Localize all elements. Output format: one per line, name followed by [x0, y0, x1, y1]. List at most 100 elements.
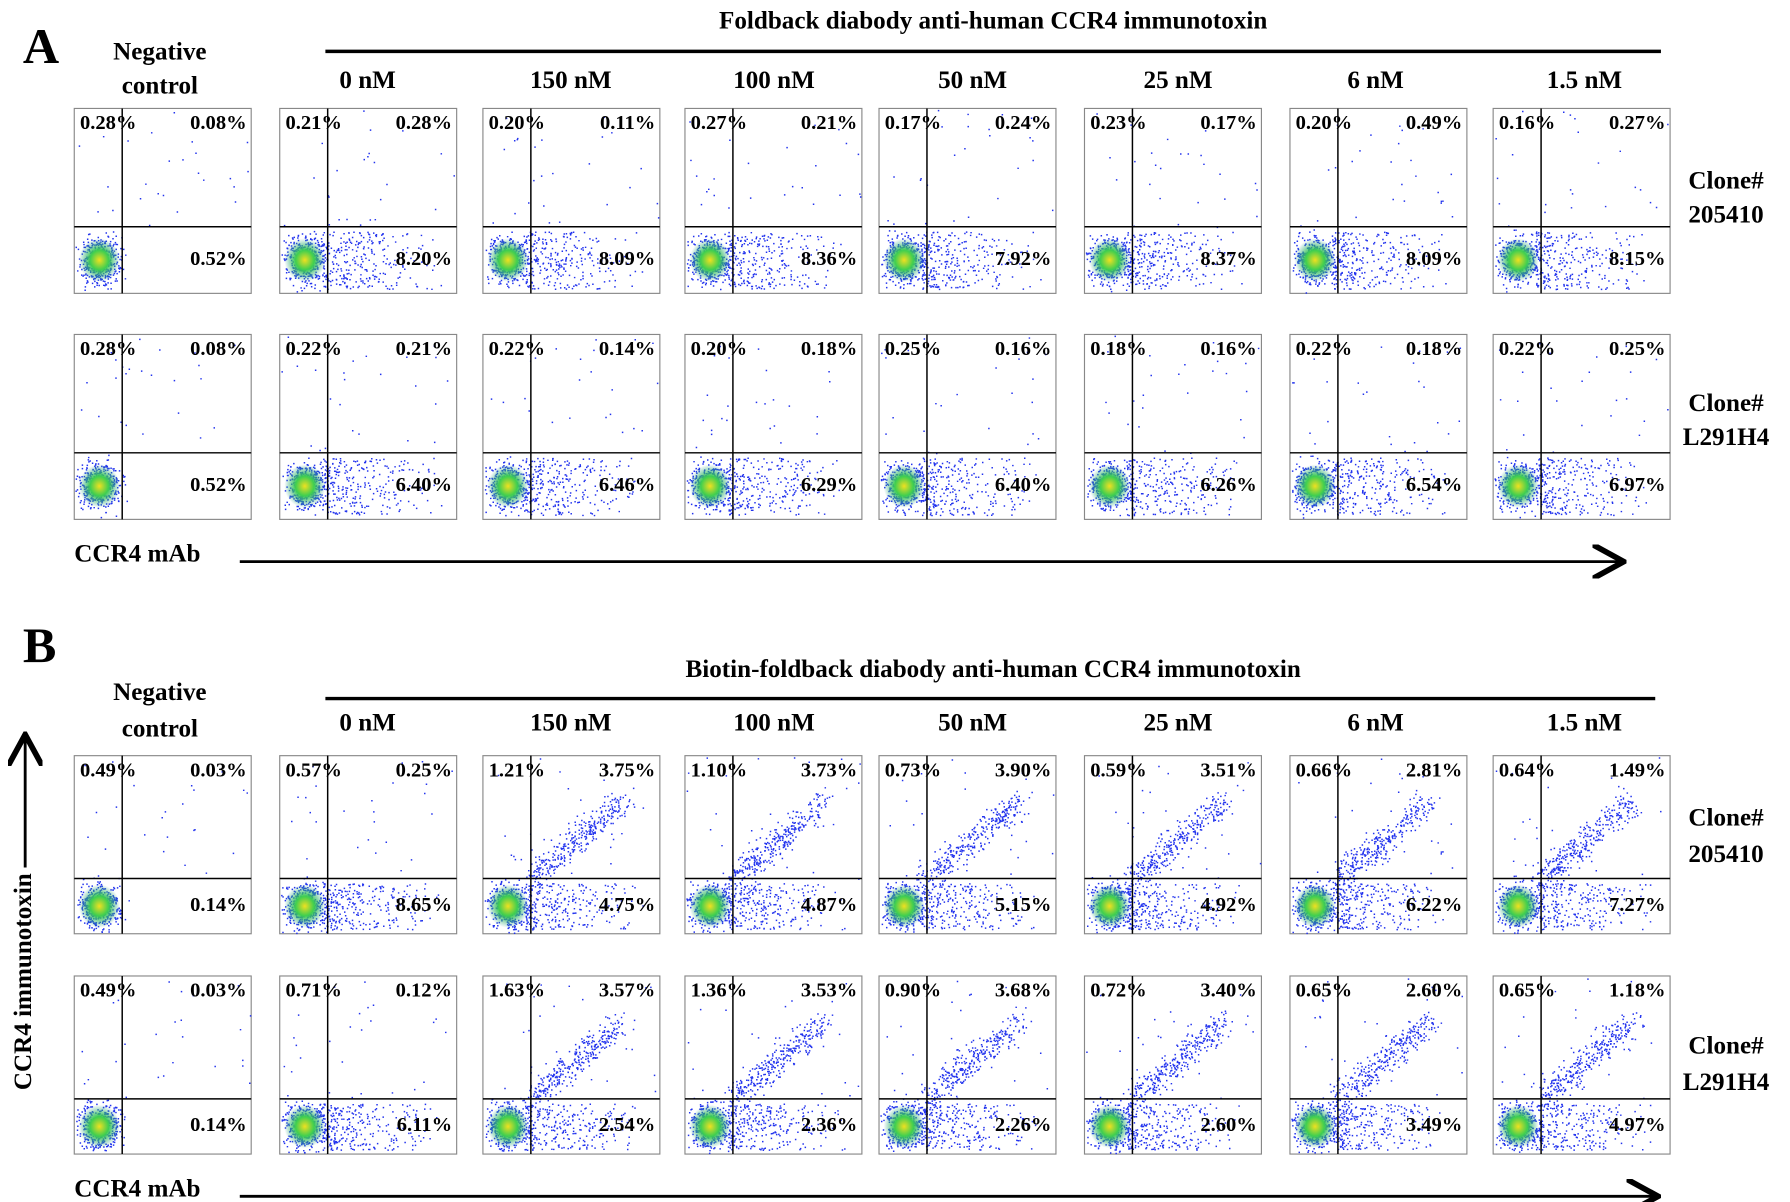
- y-axis-label: CCR4 immunotoxin: [10, 873, 37, 1090]
- quadrant-percent: 0.18%: [1090, 338, 1146, 360]
- quadrant-percent: 1.49%: [1609, 759, 1665, 781]
- density-core: [487, 238, 529, 282]
- column-header: 100 nM: [733, 67, 815, 94]
- density-core: [1497, 884, 1539, 928]
- column-header: 100 nM: [733, 710, 815, 737]
- quadrant-percent: 0.17%: [1200, 112, 1256, 134]
- quadrant-percent: 0.16%: [1200, 338, 1256, 360]
- quadrant-percent: 0.14%: [599, 338, 655, 360]
- density-core: [284, 884, 326, 928]
- column-header: 6 nM: [1347, 67, 1404, 94]
- flow-plot: 0.20% 0.18% 6.29%: [684, 333, 863, 520]
- quadrant-percent: 0.11%: [600, 112, 655, 134]
- event-dots: [881, 759, 1055, 933]
- density-core: [1089, 238, 1131, 282]
- density-core: [1089, 884, 1131, 928]
- quadrant-percent: 0.28%: [80, 338, 136, 360]
- quadrant-percent: 0.08%: [190, 338, 246, 360]
- panel-letter: B: [23, 617, 57, 673]
- panel-title: Foldback diabody anti-human CCR4 immunot…: [719, 8, 1267, 35]
- quadrant-percent: 0.72%: [1090, 980, 1146, 1002]
- event-dots: [881, 109, 1054, 291]
- quadrant-percent: 0.03%: [190, 759, 246, 781]
- flow-plot: 0.28% 0.08% 0.52%: [73, 107, 252, 294]
- quadrant-percent: 2.54%: [599, 1114, 655, 1136]
- quadrant-percent: 3.40%: [1200, 980, 1256, 1002]
- density-core: [284, 238, 326, 282]
- density-core: [883, 884, 925, 928]
- density-core: [284, 1104, 326, 1149]
- quadrant-percent: 3.51%: [1200, 759, 1256, 781]
- quadrant-percent: 0.49%: [80, 759, 136, 781]
- quadrant-percent: 0.73%: [885, 759, 941, 781]
- flow-plot: 0.27% 0.21% 8.36%: [684, 107, 863, 294]
- event-dots: [880, 337, 1047, 517]
- quadrant-percent: 0.64%: [1499, 759, 1555, 781]
- quadrant-percent: 6.29%: [801, 474, 857, 496]
- flow-plot: 0.21% 0.28% 8.20%: [279, 107, 458, 294]
- quadrant-percent: 0.25%: [396, 759, 452, 781]
- quadrant-percent: 0.27%: [691, 112, 747, 134]
- flow-plot: 0.49% 0.03% 0.14%: [73, 755, 252, 935]
- quadrant-percent: 0.65%: [1296, 980, 1352, 1002]
- quadrant-percent: 4.97%: [1609, 1114, 1665, 1136]
- quadrant-percent: 0.21%: [396, 338, 452, 360]
- flow-plot: 0.64% 1.49% 7.27%: [1492, 755, 1671, 935]
- column-header: 150 nM: [530, 67, 612, 94]
- density-core: [1497, 464, 1539, 508]
- flow-plot: 1.10% 3.73% 4.87%: [684, 755, 863, 935]
- flow-plot: 1.21% 3.75% 4.75%: [482, 755, 661, 935]
- event-dots: [686, 757, 861, 934]
- column-header: 25 nM: [1144, 710, 1213, 737]
- flow-plot: 0.65% 2.60% 3.49%: [1289, 975, 1468, 1155]
- quadrant-percent: 2.81%: [1406, 759, 1462, 781]
- panel-title: Biotin-foldback diabody anti-human CCR4 …: [686, 656, 1301, 683]
- flow-plot: 0.22% 0.18% 6.54%: [1289, 333, 1468, 520]
- quadrant-percent: 6.46%: [599, 474, 655, 496]
- column-header: 0 nM: [339, 710, 396, 737]
- event-dots: [686, 121, 862, 291]
- density-core: [883, 1104, 925, 1149]
- quadrant-percent: 0.66%: [1296, 759, 1352, 781]
- quadrant-percent: 3.49%: [1406, 1114, 1462, 1136]
- quadrant-percent: 0.12%: [396, 980, 452, 1002]
- density-core: [78, 1104, 120, 1149]
- quadrant-percent: 6.11%: [397, 1114, 452, 1136]
- density-core: [1294, 464, 1336, 508]
- quadrant-percent: 8.15%: [1609, 248, 1665, 270]
- quadrant-percent: 2.60%: [1406, 980, 1462, 1002]
- quadrant-percent: 0.49%: [1406, 112, 1462, 134]
- density-core: [78, 238, 120, 282]
- flow-plot: 0.90% 3.68% 2.26%: [878, 975, 1057, 1155]
- flow-plot: 0.16% 0.27% 8.15%: [1492, 107, 1671, 294]
- quadrant-percent: 0.90%: [885, 980, 941, 1002]
- flow-plot: 0.25% 0.16% 6.40%: [878, 333, 1057, 520]
- flow-plot: 0.23% 0.17% 8.37%: [1083, 107, 1262, 294]
- quadrant-percent: 0.49%: [80, 980, 136, 1002]
- negative-control-label: Negative: [113, 38, 206, 65]
- quadrant-percent: 0.65%: [1499, 980, 1555, 1002]
- column-header: 0 nM: [339, 67, 396, 94]
- quadrant-percent: 4.87%: [801, 894, 857, 916]
- x-axis-label: CCR4 mAb: [74, 1175, 200, 1202]
- quadrant-percent: 0.18%: [801, 338, 857, 360]
- event-dots: [1495, 757, 1662, 934]
- density-core: [487, 464, 529, 508]
- column-header: 50 nM: [938, 710, 1007, 737]
- event-dots: [485, 983, 657, 1152]
- flow-plot: 0.73% 3.90% 5.15%: [878, 755, 1057, 935]
- quadrant-percent: 0.24%: [995, 112, 1051, 134]
- flow-plot: 0.57% 0.25% 8.65%: [279, 755, 458, 935]
- quadrant-percent: 8.36%: [801, 248, 857, 270]
- quadrant-percent: 1.10%: [691, 759, 747, 781]
- quadrant-percent: 0.52%: [190, 474, 246, 496]
- negative-control-label: control: [122, 715, 198, 742]
- quadrant-percent: 0.59%: [1090, 759, 1146, 781]
- quadrant-percent: 0.23%: [1090, 112, 1146, 134]
- quadrant-percent: 1.18%: [1609, 980, 1665, 1002]
- density-core: [883, 238, 925, 282]
- quadrant-percent: 0.52%: [190, 248, 246, 270]
- density-core: [1294, 1104, 1336, 1149]
- quadrant-percent: 0.28%: [80, 112, 136, 134]
